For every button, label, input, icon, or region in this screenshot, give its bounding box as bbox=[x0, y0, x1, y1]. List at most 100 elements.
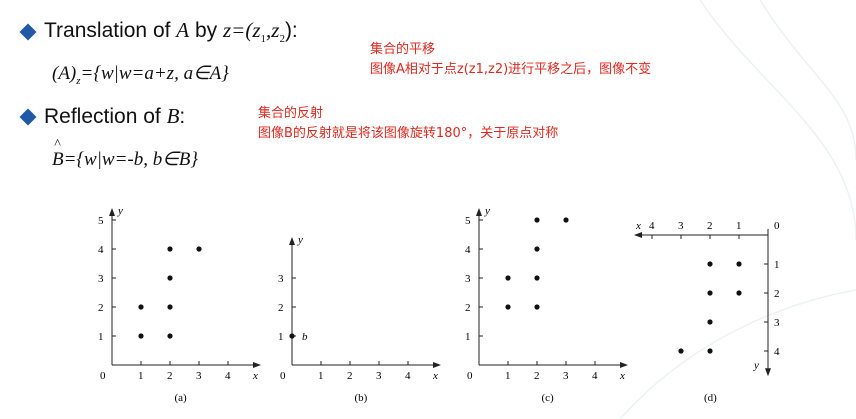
x-tick-label: 3 bbox=[678, 220, 684, 232]
data-point bbox=[505, 275, 511, 281]
x-tick-label: 3 bbox=[376, 370, 382, 382]
x-tick-label: 0 bbox=[774, 220, 780, 232]
data-point bbox=[736, 261, 742, 267]
data-point bbox=[534, 304, 540, 310]
y-tick-label: 4 bbox=[774, 346, 780, 358]
y-axis-label: y bbox=[297, 234, 303, 246]
y-tick-label: 1 bbox=[774, 259, 780, 271]
x-tick-label: 4 bbox=[405, 370, 411, 382]
x-axis-arrow bbox=[433, 362, 441, 368]
y-tick-label: 3 bbox=[465, 273, 471, 285]
chart-caption: (c) bbox=[542, 392, 555, 404]
y-tick-label: 3 bbox=[278, 273, 284, 285]
z-sub-2: 2 bbox=[279, 33, 285, 46]
y-tick-label: 1 bbox=[465, 331, 471, 343]
translation-note: 集合的平移 图像A相对于点z(z1,z2)进行平移之后，图像不变 bbox=[370, 40, 651, 80]
translation-formula: (A)z={w|w=a+z, a∈A} bbox=[52, 62, 229, 87]
z-expression: z=(z bbox=[222, 18, 261, 42]
y-tick-label: 4 bbox=[465, 244, 471, 256]
chart-caption: (a) bbox=[175, 392, 188, 404]
x-axis-arrow bbox=[620, 362, 628, 368]
y-tick-label: 5 bbox=[465, 215, 471, 227]
reflection-note: 集合的反射 图像B的反射就是将该图像旋转180°，关于原点对称 bbox=[258, 104, 558, 144]
x-axis-label: x bbox=[635, 220, 641, 232]
y-tick-label: 3 bbox=[98, 273, 104, 285]
x-axis-arrow bbox=[634, 232, 642, 238]
data-point bbox=[167, 246, 173, 252]
translation-heading-text: Translation of bbox=[44, 19, 177, 42]
data-point bbox=[138, 333, 144, 339]
bullet-diamond-icon bbox=[19, 23, 37, 41]
x-axis-label: x bbox=[619, 370, 625, 382]
y-axis-label: y bbox=[117, 205, 123, 217]
y-tick-label: 1 bbox=[278, 331, 284, 343]
data-point bbox=[534, 275, 540, 281]
chart-d: 4 3 2 1 0 1 2 3 4 x y (d) bbox=[632, 205, 802, 415]
chart-a: 0 1 2 3 4 1 2 3 4 5 y x (a) bbox=[88, 205, 261, 415]
reflection-heading: Reflection of B: bbox=[19, 104, 186, 129]
data-point bbox=[534, 217, 540, 223]
data-point bbox=[707, 319, 713, 325]
reflection-formula-right: ={w|w=-b, b∈B} bbox=[63, 149, 199, 170]
x-tick-label: 2 bbox=[347, 370, 353, 382]
x-tick-label: 4 bbox=[592, 370, 598, 382]
data-point bbox=[534, 246, 540, 252]
x-tick-label: 2 bbox=[707, 220, 713, 232]
reflected-b-symbol: B bbox=[52, 137, 64, 171]
x-tick-label: 0 bbox=[280, 370, 286, 382]
y-axis-label: y bbox=[753, 359, 759, 371]
formula-right: ={w|w=a+z, a∈A} bbox=[80, 63, 229, 84]
translation-note-desc: 图像A相对于点z(z1,z2)进行平移之后，图像不变 bbox=[370, 62, 652, 77]
by-word: by bbox=[189, 19, 223, 42]
set-a-symbol: A bbox=[176, 18, 190, 42]
y-tick-label: 1 bbox=[98, 331, 104, 343]
x-tick-label: 2 bbox=[534, 370, 540, 382]
chart-b: 0 1 2 3 4 1 2 3 y x b (b) bbox=[268, 205, 441, 415]
reflection-formula: B={w|w=-b, b∈B} bbox=[52, 137, 199, 171]
data-point bbox=[563, 217, 569, 223]
x-tick-label: 1 bbox=[505, 370, 511, 382]
data-point bbox=[678, 348, 684, 354]
translation-heading: Translation of A by z=(z1,z2): bbox=[19, 18, 298, 46]
chart-caption: (d) bbox=[704, 392, 717, 404]
y-tick-label: 2 bbox=[98, 302, 104, 314]
x-axis-arrow bbox=[253, 362, 261, 368]
reflection-heading-text: Reflection of bbox=[44, 105, 167, 128]
formula-left: (A) bbox=[52, 63, 77, 84]
data-point bbox=[138, 304, 144, 310]
data-point bbox=[736, 290, 742, 296]
data-point bbox=[289, 333, 295, 339]
point-label: b bbox=[302, 331, 308, 343]
y-tick-label: 2 bbox=[465, 302, 471, 314]
reflection-colon: : bbox=[179, 105, 186, 128]
x-tick-label: 4 bbox=[649, 220, 655, 232]
y-axis-arrow bbox=[476, 208, 482, 216]
data-point bbox=[707, 290, 713, 296]
y-tick-label: 3 bbox=[774, 317, 780, 329]
y-tick-label: 4 bbox=[98, 244, 104, 256]
reflection-note-desc: 图像B的反射就是将该图像旋转180°，关于原点对称 bbox=[258, 126, 559, 141]
y-tick-label: 2 bbox=[278, 302, 284, 314]
chart-c: 0 1 2 3 4 1 2 3 4 5 y x (c) bbox=[455, 205, 628, 415]
translation-note-title: 集合的平移 bbox=[370, 42, 436, 57]
chart-caption: (b) bbox=[355, 392, 368, 404]
x-tick-label: 1 bbox=[138, 370, 144, 382]
x-tick-label: 0 bbox=[467, 370, 473, 382]
x-axis-label: x bbox=[252, 370, 258, 382]
y-tick-label: 5 bbox=[98, 215, 104, 227]
data-point bbox=[167, 304, 173, 310]
y-axis-arrow bbox=[289, 237, 295, 245]
y-axis-arrow bbox=[109, 208, 115, 216]
z-close: ): bbox=[284, 19, 298, 42]
data-point bbox=[707, 348, 713, 354]
data-point bbox=[167, 275, 173, 281]
formula-sub: z bbox=[76, 74, 81, 87]
x-axis-label: x bbox=[432, 370, 438, 382]
bullet-diamond-icon bbox=[19, 108, 37, 125]
set-b-symbol: B bbox=[166, 104, 180, 128]
x-tick-label: 1 bbox=[318, 370, 324, 382]
x-tick-label: 1 bbox=[736, 220, 742, 232]
z-sub-1: 1 bbox=[260, 33, 267, 46]
reflection-note-title: 集合的反射 bbox=[258, 106, 324, 121]
